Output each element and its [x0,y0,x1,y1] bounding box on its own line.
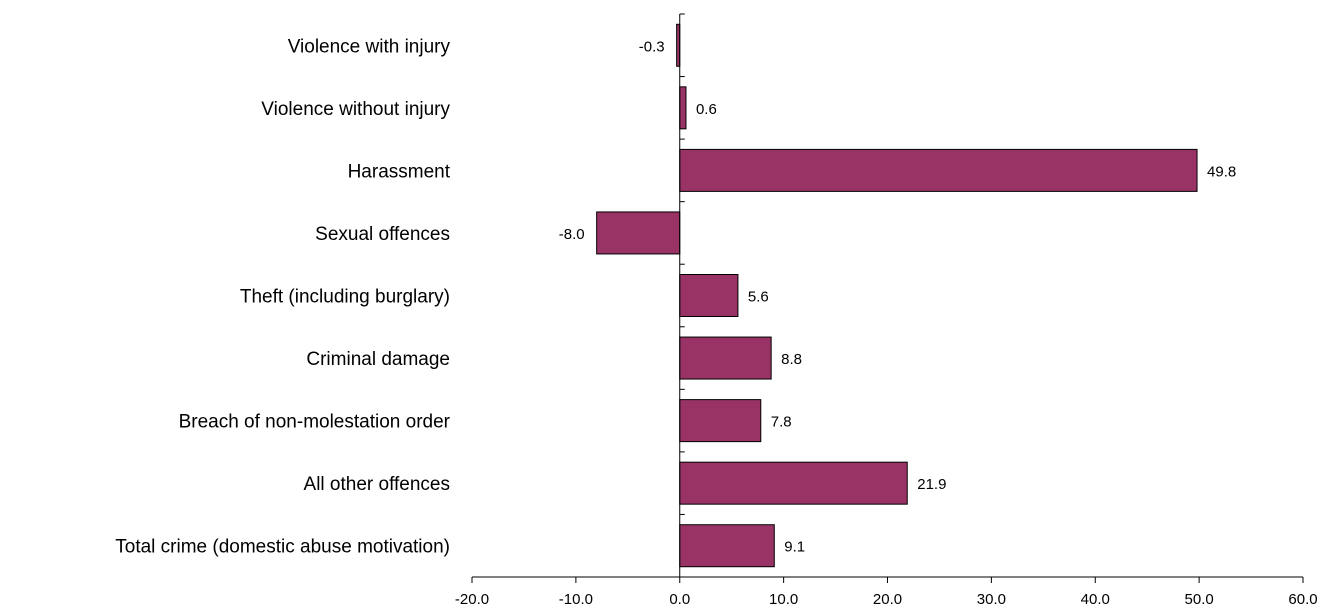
x-tick-label: 20.0 [873,591,902,608]
category-label: Total crime (domestic abuse motivation) [115,537,450,558]
bar [679,274,739,317]
data-label: 7.8 [771,414,792,431]
data-label: -8.0 [559,226,585,243]
bar [679,336,772,380]
category-label: Theft (including burglary) [240,287,450,308]
bars-layer [596,23,1198,568]
x-tick-label: 40.0 [1081,591,1110,608]
bar [679,148,1198,192]
x-tick-label: -10.0 [559,591,593,608]
x-tick-label: 60.0 [1288,591,1317,608]
bar [679,524,775,568]
category-label: Criminal damage [306,349,450,370]
x-tick-label: -20.0 [455,591,489,608]
x-tick-label: 0.0 [669,591,690,608]
category-label: Sexual offences [315,224,450,245]
category-label: Breach of non-molestation order [179,412,451,433]
data-label: 0.6 [696,101,717,118]
x-tick-label: 10.0 [769,591,798,608]
bar [679,399,762,443]
data-label: 8.8 [781,351,802,368]
category-label: All other offences [304,474,450,495]
data-label: 5.6 [748,289,769,306]
bar [679,461,908,505]
labels-layer: Violence with injury -0.3 Violence without… [115,36,1317,608]
bar [679,86,687,130]
data-label: -0.3 [639,38,665,55]
data-label: 9.1 [784,539,805,556]
data-label: 21.9 [917,476,946,493]
category-label: Violence with injury [288,36,451,57]
data-label: 49.8 [1207,163,1236,180]
x-tick-label: 30.0 [977,591,1006,608]
axes-layer [471,13,1304,583]
category-label: Harassment [348,161,451,182]
category-label: Violence without injury [261,99,450,120]
x-tick-label: 50.0 [1185,591,1214,608]
bar [596,211,681,255]
